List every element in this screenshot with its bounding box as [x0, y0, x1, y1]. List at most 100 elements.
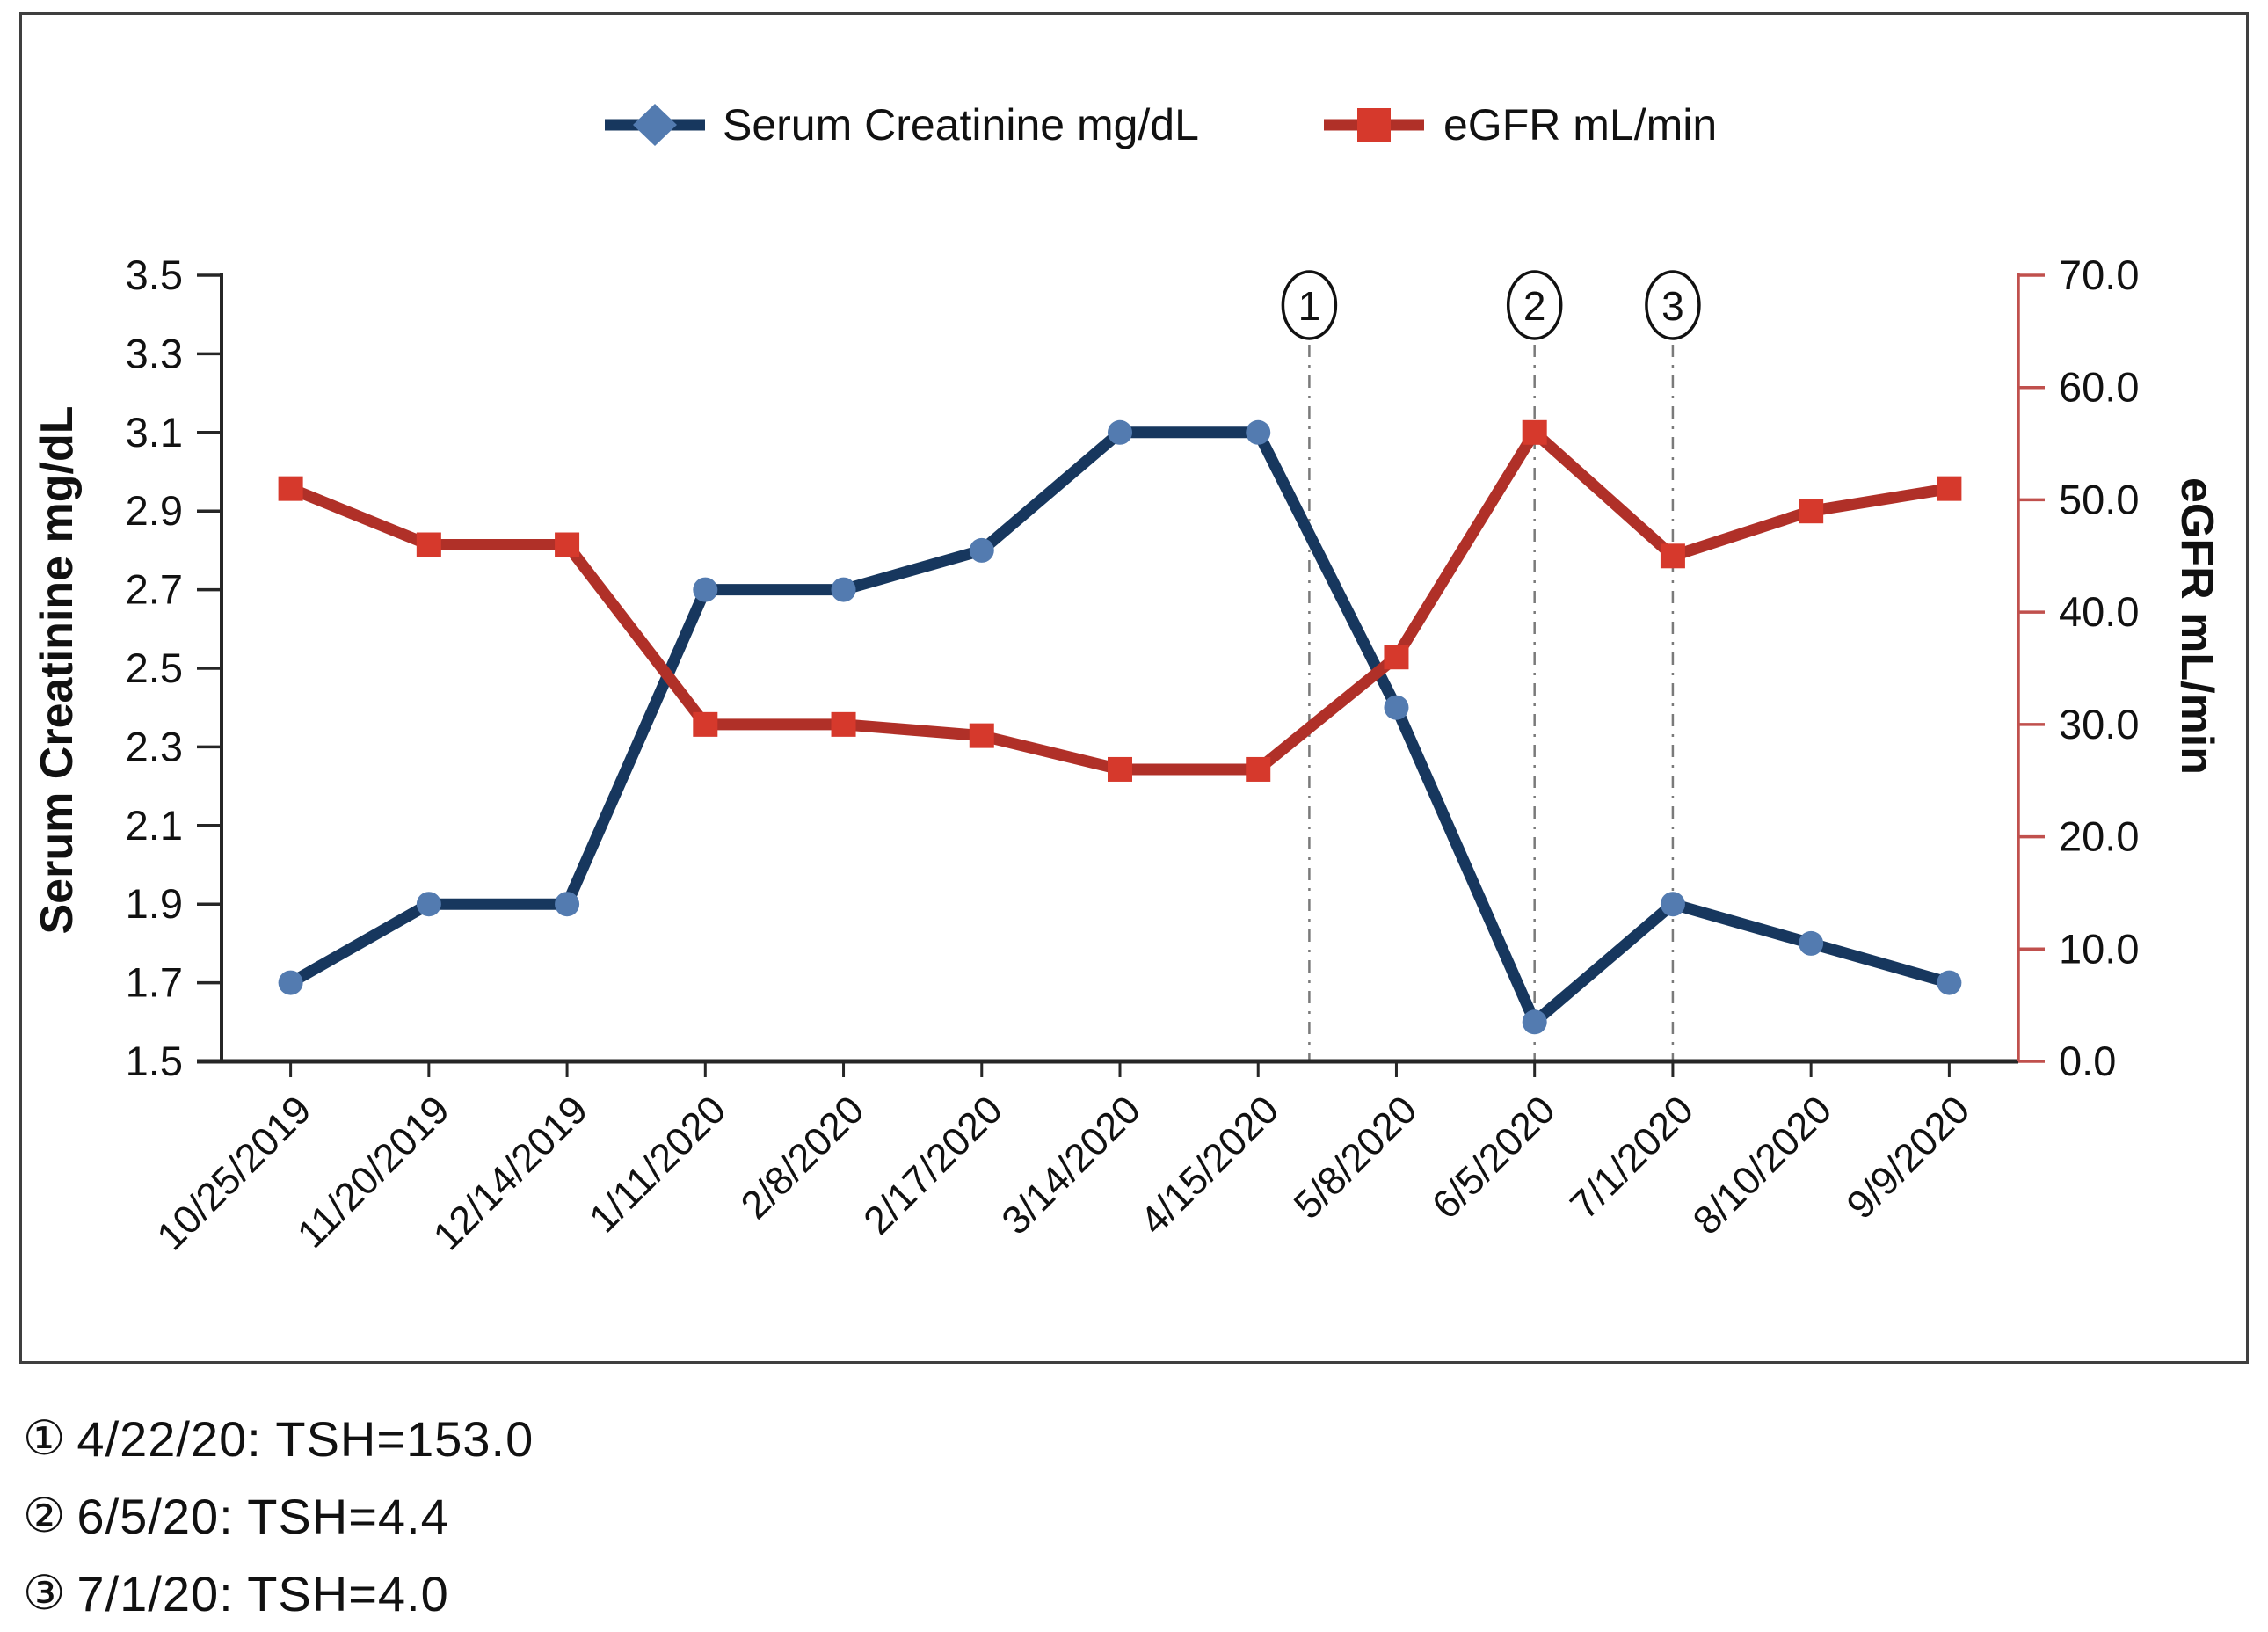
series-egfr: [278, 419, 1962, 782]
data-point-marker: [1660, 892, 1685, 917]
legend-item-egfr: eGFR mL/min: [1324, 100, 1717, 149]
right-tick-label: 0.0: [2059, 1038, 2116, 1084]
data-point-marker: [278, 476, 303, 501]
svg-text:2/17/2020: 2/17/2020: [854, 1087, 1011, 1243]
data-point-marker: [1246, 419, 1271, 445]
svg-text:7/1/2020: 7/1/2020: [1561, 1087, 1702, 1228]
data-point-marker: [1384, 695, 1409, 720]
data-point-marker: [693, 577, 718, 602]
data-point-marker: [1937, 476, 1962, 501]
annotation-3-text: 7/1/20: TSH=4.0: [76, 1565, 449, 1621]
left-tick-label: 2.3: [126, 723, 183, 769]
left-tick-label: 2.9: [126, 487, 183, 534]
event-number-3: 3: [1661, 283, 1684, 329]
right-tick-label: 70.0: [2059, 251, 2139, 298]
annotation-1-text: 4/22/20: TSH=153.0: [76, 1410, 534, 1467]
svg-text:9/9/2020: 9/9/2020: [1838, 1087, 1979, 1228]
left-tick-label: 2.5: [126, 645, 183, 691]
right-tick-label: 50.0: [2059, 476, 2139, 522]
x-tick-label: 1/11/2020: [580, 1087, 734, 1241]
x-tick-label: 9/9/2020: [1838, 1087, 1979, 1228]
series-line: [285, 426, 1955, 776]
circled-3-icon: ③: [23, 1565, 67, 1621]
x-tick-label: 10/25/2019: [148, 1087, 319, 1258]
circled-2-icon: ②: [23, 1488, 67, 1543]
legend-label: eGFR mL/min: [1443, 100, 1717, 149]
svg-text:6/5/2020: 6/5/2020: [1423, 1087, 1564, 1228]
right-axis-title: eGFR mL/min: [2171, 477, 2222, 775]
data-point-marker: [1660, 543, 1685, 569]
svg-text:1/11/2020: 1/11/2020: [580, 1087, 734, 1241]
event-circle-icon-1: [1281, 270, 1338, 340]
left-tick-label: 2.1: [126, 802, 183, 849]
right-tick-label: 20.0: [2059, 813, 2139, 860]
svg-text:5/8/2020: 5/8/2020: [1285, 1087, 1426, 1228]
svg-text:eGFR mL/min: eGFR mL/min: [2171, 477, 2222, 775]
data-point-marker: [1937, 970, 1962, 995]
legend-marker-icon: [633, 104, 677, 146]
x-axis: 10/25/201911/20/201912/14/20191/11/20202…: [148, 1059, 2018, 1258]
series-line: [285, 426, 1955, 1028]
annotation-1: ① 4/22/20: TSH=153.0: [23, 1400, 534, 1477]
data-point-marker: [969, 537, 994, 563]
x-tick-label: 2/8/2020: [732, 1087, 873, 1228]
legend-label: Serum Creatinine mg/dL: [723, 100, 1199, 149]
right-tick-label: 60.0: [2059, 364, 2139, 411]
legend-item-serum-creatinine: Serum Creatinine mg/dL: [605, 100, 1199, 149]
data-point-marker: [1384, 645, 1409, 670]
annotations-block: ① 4/22/20: TSH=153.0 ② 6/5/20: TSH=4.4 ③…: [23, 1400, 534, 1632]
data-point-marker: [555, 532, 580, 557]
data-point-marker: [278, 970, 303, 995]
x-tick-label: 7/1/2020: [1561, 1087, 1702, 1228]
x-tick-label: 3/14/2020: [992, 1087, 1149, 1243]
legend-marker-icon: [1357, 108, 1391, 142]
data-point-marker: [831, 577, 856, 602]
data-point-marker: [693, 711, 718, 737]
data-point-marker: [1799, 930, 1824, 956]
right-tick-label: 30.0: [2059, 701, 2139, 747]
svg-text:10/25/2019: 10/25/2019: [148, 1087, 319, 1258]
legend: Serum Creatinine mg/dL eGFR mL/min: [605, 100, 1717, 149]
event-number-1: 1: [1298, 283, 1321, 329]
data-point-marker: [416, 892, 441, 917]
data-point-marker: [416, 532, 441, 557]
left-tick-label: 3.5: [126, 251, 183, 298]
left-tick-label: 3.3: [126, 330, 183, 376]
left-tick-label: 1.9: [126, 880, 183, 927]
data-point-marker: [555, 892, 580, 917]
x-tick-label: 4/15/2020: [1131, 1087, 1288, 1243]
annotation-2-text: 6/5/20: TSH=4.4: [76, 1488, 449, 1544]
right-axis: 0.0 10.0 20.0 30.0 40.0 50.0 60.0 70.0 eGFR mL/m…: [2017, 251, 2222, 1084]
data-point-marker: [1246, 756, 1271, 782]
event-circle-icon-3: [1645, 270, 1701, 340]
left-tick-label: 2.7: [126, 566, 183, 613]
event-circle-icon-2: [1506, 270, 1563, 340]
event-markers: 1 2 3: [1281, 270, 1701, 1061]
circled-1-icon: ①: [23, 1410, 67, 1466]
event-number-2: 2: [1523, 283, 1546, 329]
x-tick-label: 5/8/2020: [1285, 1087, 1426, 1228]
series-serum-creatinine: [278, 419, 1962, 1035]
data-point-marker: [1108, 756, 1132, 782]
x-tick-label: 8/10/2020: [1684, 1087, 1841, 1243]
chart-frame: [19, 12, 2249, 1364]
data-point-marker: [1799, 499, 1824, 524]
data-point-marker: [1522, 419, 1547, 445]
left-tick-label: 1.5: [126, 1038, 183, 1084]
left-axis-title: Serum Creatinine mg/dL: [32, 406, 83, 935]
data-point-marker: [831, 711, 856, 737]
left-tick-label: 3.1: [126, 409, 183, 455]
x-tick-label: 6/5/2020: [1423, 1087, 1564, 1228]
annotation-3: ③ 7/1/20: TSH=4.0: [23, 1555, 534, 1632]
svg-text:Serum Creatinine mg/dL: Serum Creatinine mg/dL: [32, 406, 83, 935]
left-axis: 1.5 1.7 1.9 2.1 2.3 2.5 2.7 2.9 3.1 3.3 3.5 Serum C…: [32, 251, 223, 1084]
svg-text:3/14/2020: 3/14/2020: [992, 1087, 1149, 1243]
data-point-marker: [969, 723, 994, 748]
right-tick-label: 40.0: [2059, 588, 2139, 635]
left-tick-label: 1.7: [126, 959, 183, 1006]
data-point-marker: [1108, 419, 1132, 445]
data-point-marker: [1522, 1009, 1547, 1035]
svg-text:4/15/2020: 4/15/2020: [1131, 1087, 1288, 1243]
right-tick-label: 10.0: [2059, 925, 2139, 972]
